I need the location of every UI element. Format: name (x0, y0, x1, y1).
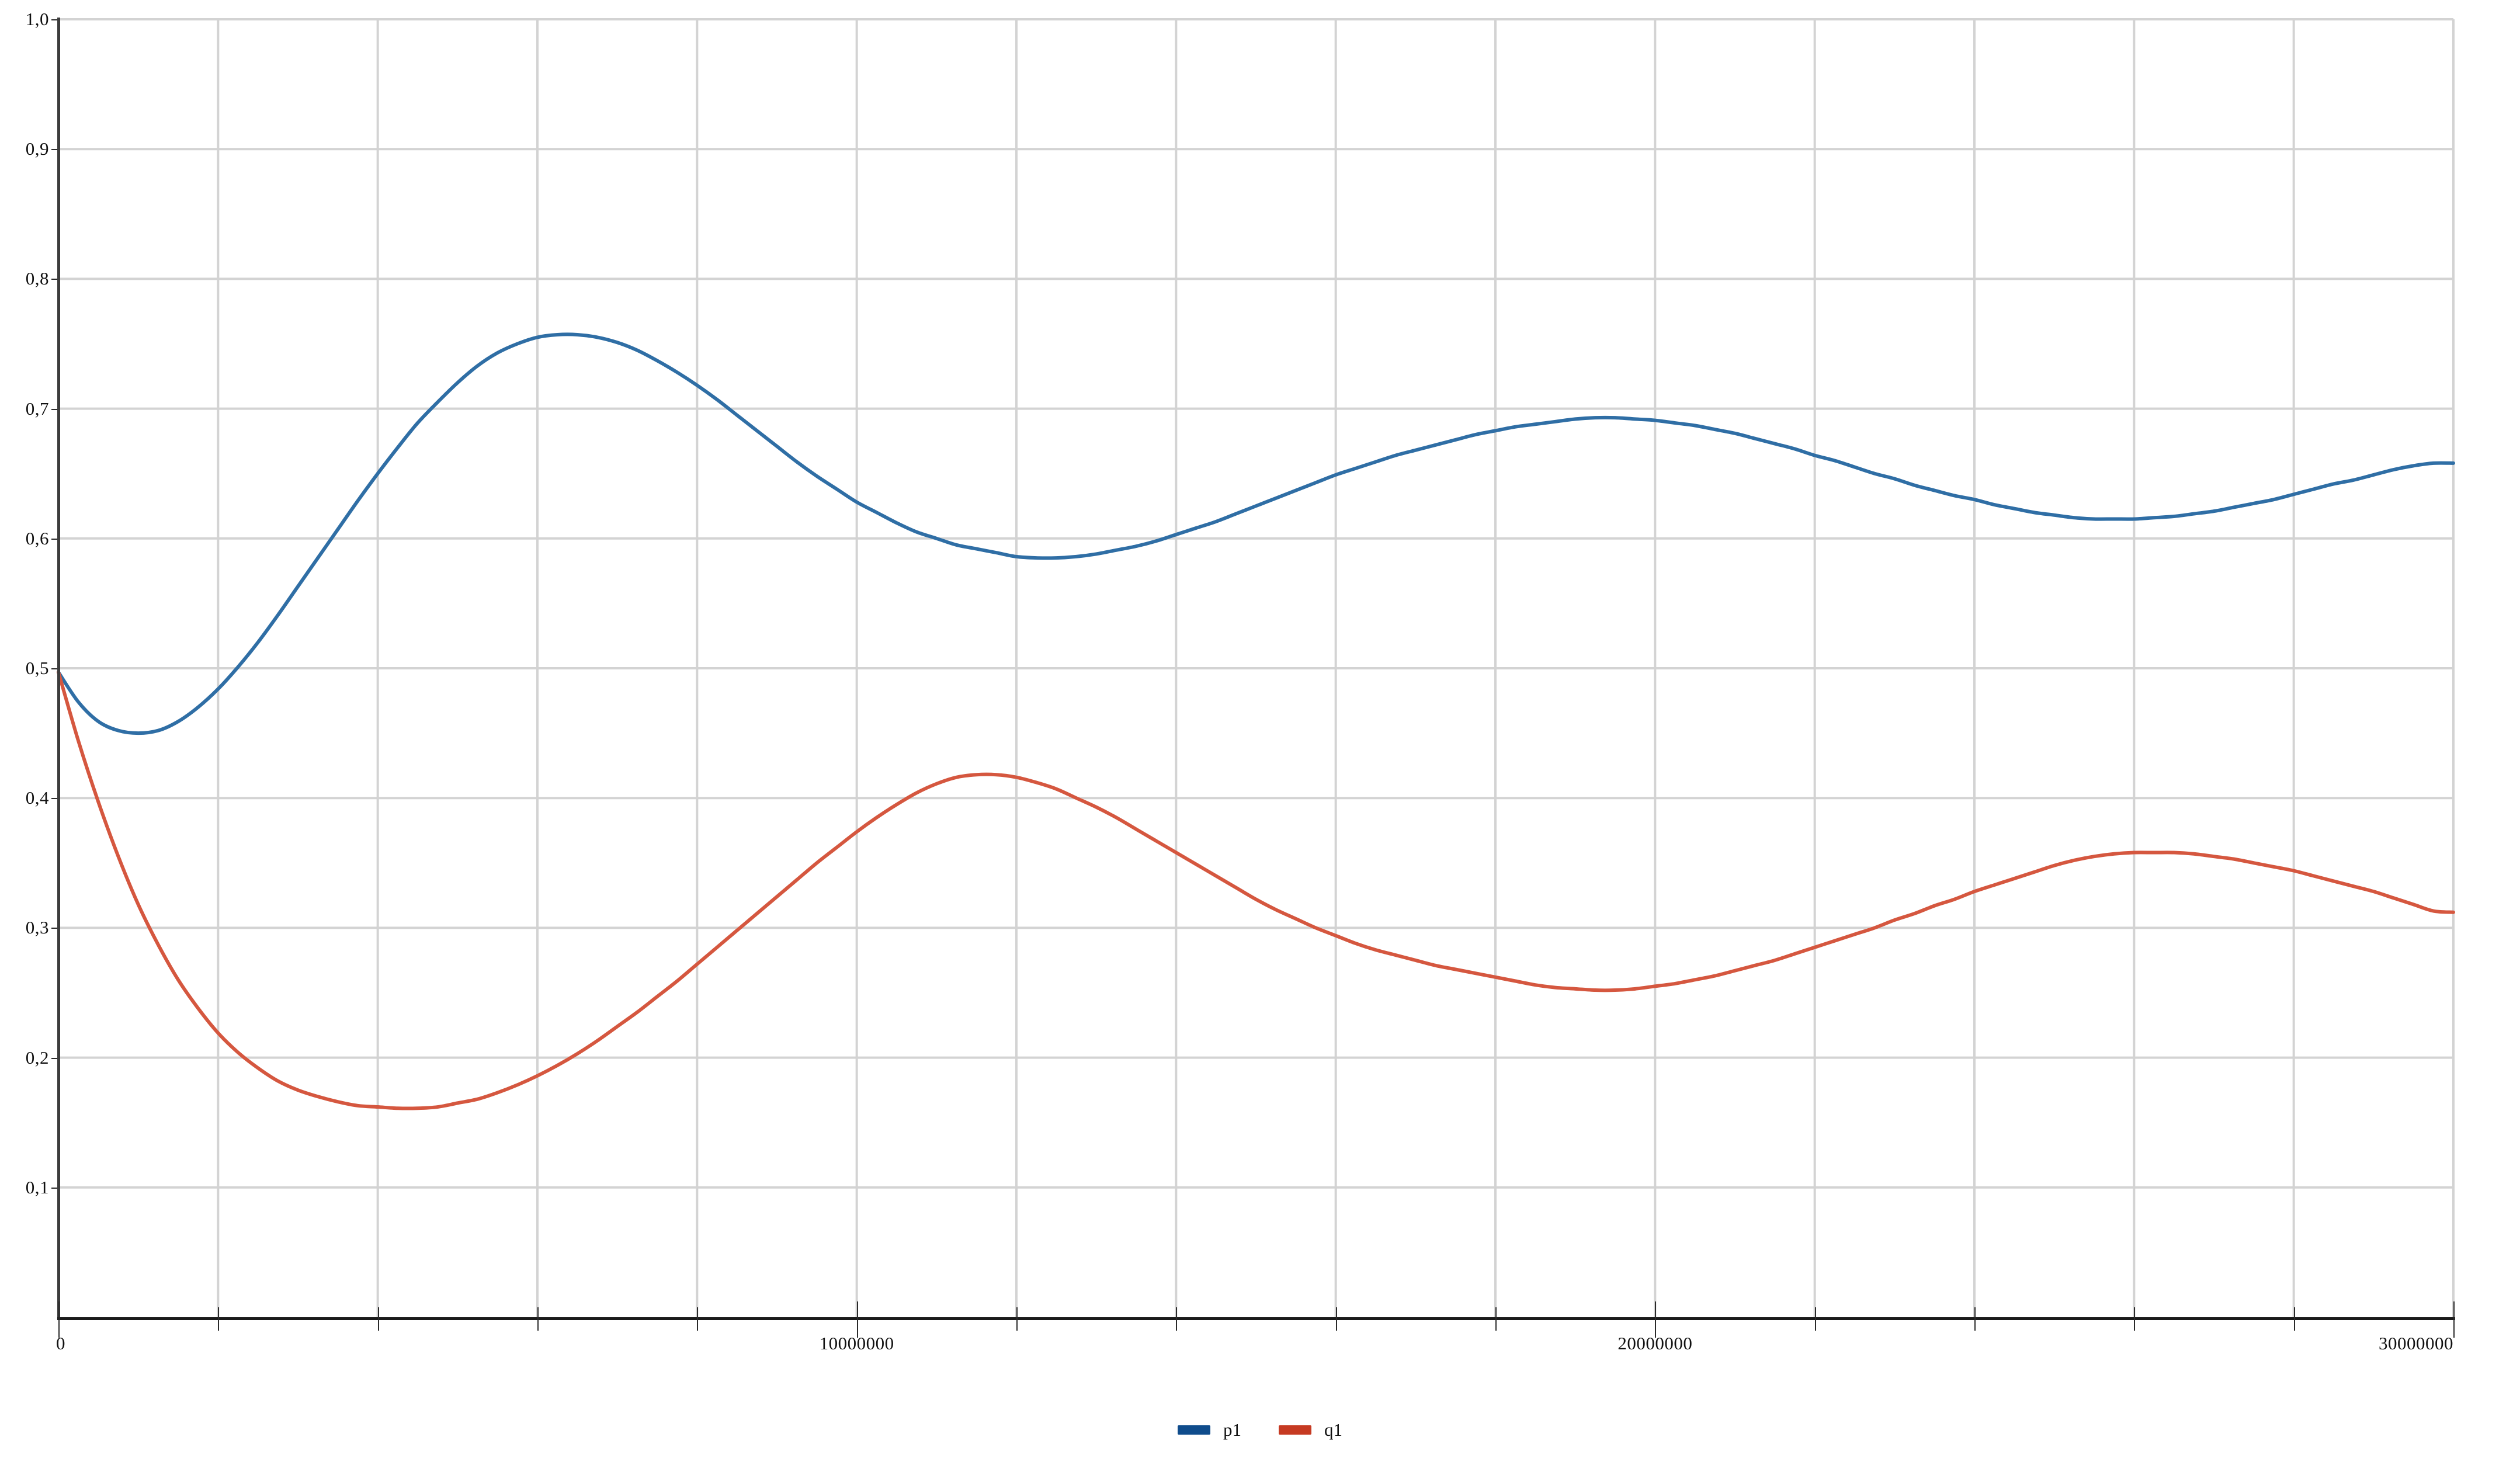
x-tick-mark-minor (1176, 1307, 1178, 1331)
y-tick-label: 0,4 (25, 787, 49, 808)
x-tick-label: 10000000 (819, 1333, 894, 1353)
legend-label-q1: q1 (1324, 1419, 1342, 1440)
y-tick-mark (51, 798, 58, 800)
x-tick-mark-minor (1016, 1307, 1018, 1331)
y-tick-label: 0,3 (25, 917, 49, 938)
series-line-p1 (58, 334, 2453, 733)
x-tick-mark-minor (1814, 1307, 1816, 1331)
y-tick-mark (51, 19, 58, 20)
x-tick-label: 0 (56, 1333, 65, 1353)
x-tick-mark-minor (377, 1307, 379, 1331)
y-tick-label: 0,8 (25, 268, 49, 289)
y-axis-line (57, 18, 60, 1319)
legend-item-q1[interactable]: q1 (1279, 1421, 1342, 1439)
series-lines (58, 19, 2453, 1317)
x-tick-mark-minor (1335, 1307, 1337, 1331)
x-tick-mark-major (58, 1301, 60, 1338)
x-axis-line (57, 1317, 2455, 1320)
legend-item-p1[interactable]: p1 (1178, 1421, 1241, 1439)
x-tick-label: 30000000 (2379, 1333, 2453, 1353)
y-tick-label: 0,1 (25, 1176, 49, 1197)
gridlines (58, 19, 2453, 1317)
y-tick-mark (51, 149, 58, 151)
x-tick-mark-minor (1495, 1307, 1497, 1331)
y-tick-mark (51, 928, 58, 929)
series-line-q1 (58, 672, 2453, 1109)
x-tick-mark-minor (218, 1307, 220, 1331)
y-tick-mark (51, 279, 58, 280)
legend-swatch-p1 (1178, 1425, 1210, 1435)
y-tick-label: 0,5 (25, 658, 49, 678)
x-tick-mark-minor (537, 1307, 539, 1331)
x-tick-mark-major (856, 1301, 858, 1338)
x-tick-label: 20000000 (1617, 1333, 1693, 1353)
x-tick-mark-major (2453, 1301, 2455, 1338)
y-tick-mark (51, 538, 58, 540)
x-tick-mark-minor (1974, 1307, 1976, 1331)
plot-area (58, 19, 2453, 1317)
y-tick-mark (51, 1057, 58, 1059)
chart-legend: p1 q1 (0, 1421, 2520, 1439)
x-tick-mark-minor (2134, 1307, 2136, 1331)
y-tick-label: 0,9 (25, 138, 49, 159)
x-tick-mark-minor (2293, 1307, 2295, 1331)
x-tick-mark-minor (697, 1307, 699, 1331)
y-tick-label: 1,0 (25, 9, 49, 29)
y-tick-mark (51, 1187, 58, 1189)
x-tick-mark-major (1655, 1301, 1657, 1338)
legend-swatch-q1 (1279, 1425, 1311, 1435)
y-tick-label: 0,2 (25, 1047, 49, 1068)
y-tick-label: 0,6 (25, 527, 49, 549)
y-tick-mark (51, 408, 58, 410)
legend-label-p1: p1 (1223, 1419, 1241, 1440)
y-tick-label: 0,7 (25, 398, 49, 419)
y-tick-mark (51, 668, 58, 669)
